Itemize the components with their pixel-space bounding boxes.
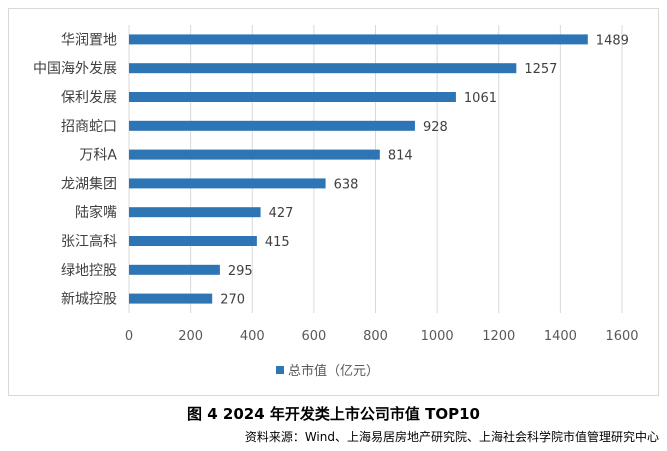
value-label: 295 [228, 264, 253, 279]
value-label: 1257 [524, 62, 557, 77]
bar [129, 149, 380, 160]
legend-label: 总市值（亿元） [288, 363, 379, 379]
category-label: 陆家嘴 [75, 204, 117, 221]
bar [129, 207, 261, 218]
value-label: 1489 [596, 33, 629, 48]
bar [129, 293, 213, 304]
category-label: 张江高科 [61, 233, 117, 250]
x-axis-ticks: 0 200 400 600 800 1000 1200 1400 1600 [125, 329, 639, 344]
category-label: 华润置地 [61, 32, 117, 48]
value-label: 415 [265, 235, 290, 250]
bar [129, 92, 456, 102]
value-labels: 1489 1257 1061 928 814 638 427 415 295 270 [220, 33, 629, 307]
legend-swatch [276, 366, 284, 374]
x-tick-label: 400 [240, 329, 265, 344]
category-label: 招商蛇口 [61, 119, 117, 135]
x-tick-label: 0 [125, 329, 133, 344]
bar [129, 236, 257, 246]
x-tick-label: 1600 [605, 329, 638, 344]
category-label: 龙湖集团 [61, 175, 117, 192]
x-tick-label: 1400 [544, 329, 577, 344]
legend: 总市值（亿元） [276, 363, 379, 379]
value-label: 270 [220, 293, 245, 308]
value-label: 427 [269, 206, 294, 221]
value-label: 1061 [464, 91, 497, 106]
category-label: 绿地控股 [61, 263, 117, 279]
bar [129, 120, 415, 131]
x-tick-label: 600 [301, 329, 326, 344]
x-tick-label: 1000 [421, 329, 454, 344]
value-label: 638 [334, 177, 359, 192]
bar [129, 178, 326, 189]
value-label: 928 [423, 120, 448, 135]
bar [129, 63, 517, 74]
x-tick-label: 1200 [482, 329, 515, 344]
source-note: 资料来源：Wind、上海易居房地产研究院、上海社会科学院市值管理研究中心 [244, 430, 659, 444]
value-label: 814 [388, 149, 413, 164]
figure-caption: 图 4 2024 年开发类上市公司市值 TOP10 [187, 405, 480, 423]
category-label: 万科A [79, 148, 117, 164]
x-tick-label: 200 [178, 329, 203, 344]
bar [129, 34, 588, 45]
category-label: 中国海外发展 [33, 61, 117, 77]
x-tick-label: 800 [363, 329, 388, 344]
category-label: 新城控股 [61, 292, 117, 308]
bars [129, 34, 588, 304]
bar [129, 264, 220, 275]
category-label: 保利发展 [61, 90, 117, 106]
